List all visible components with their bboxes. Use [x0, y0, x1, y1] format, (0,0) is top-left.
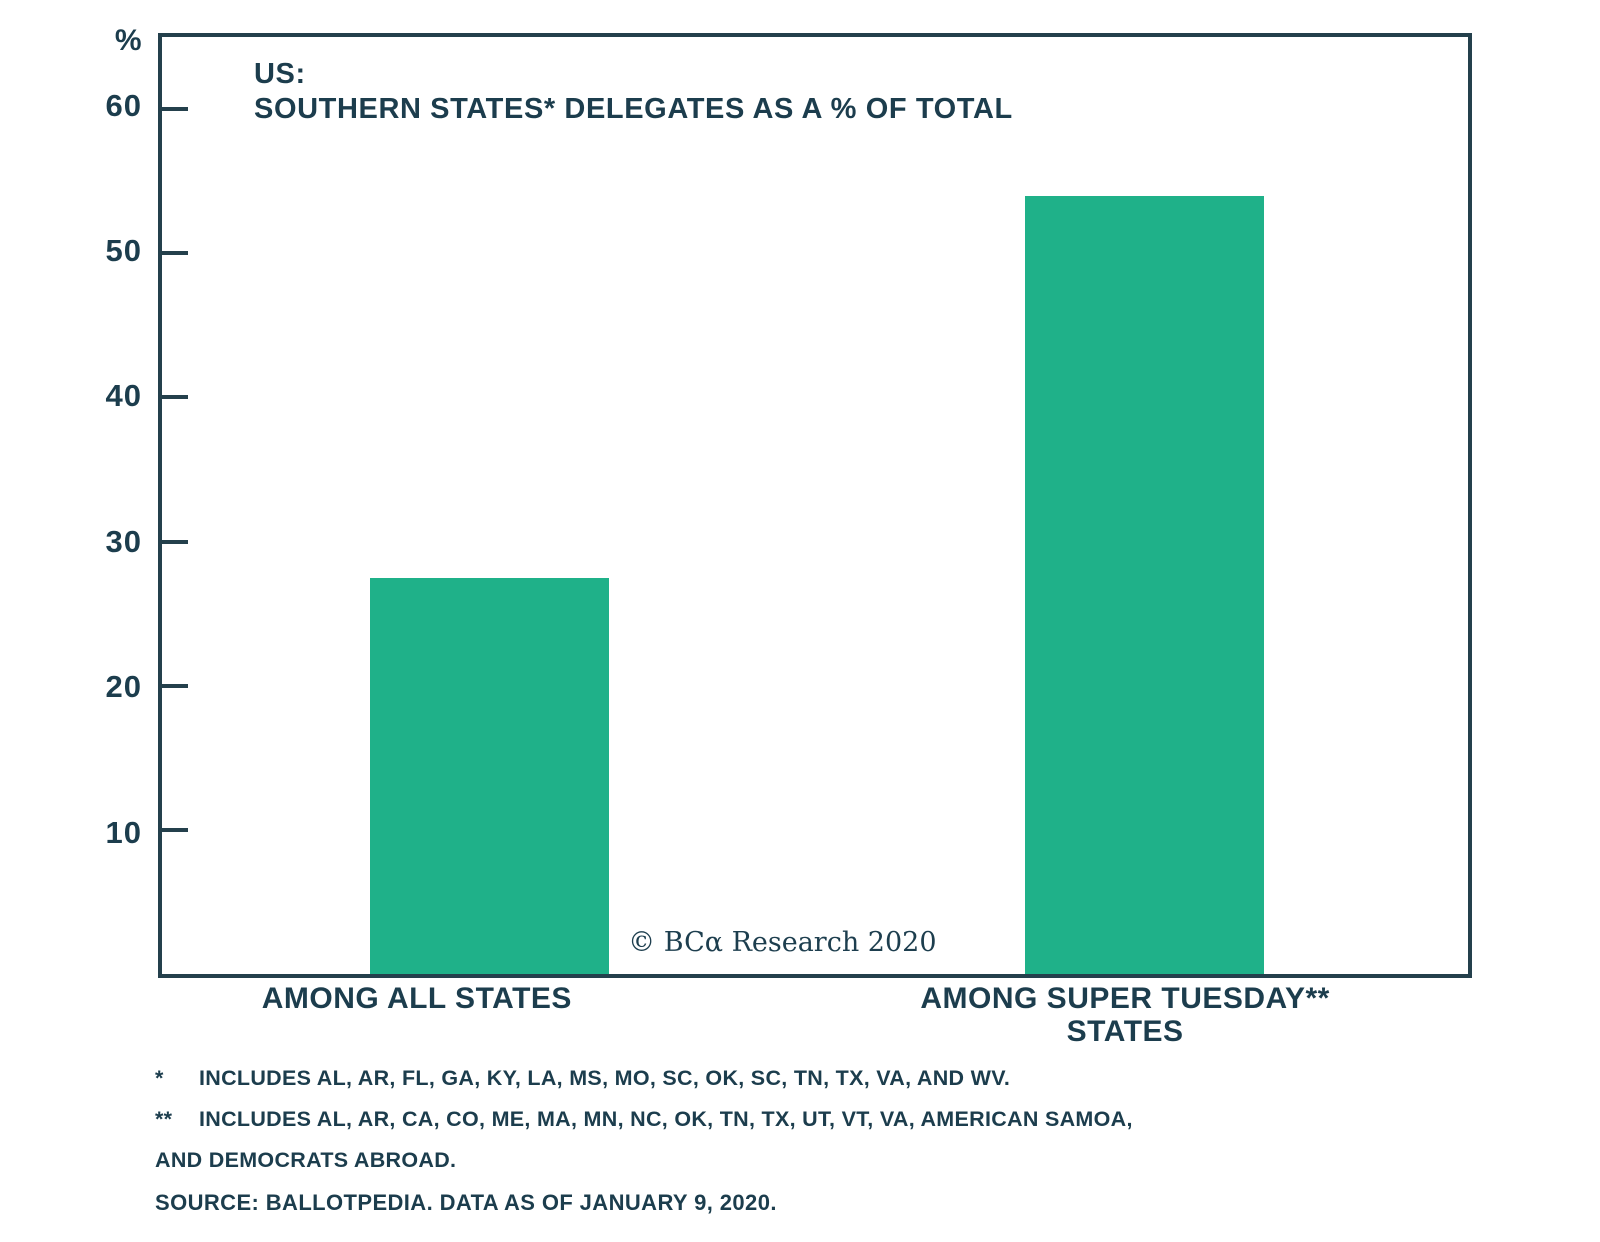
y-tick-label-10: 10: [105, 814, 142, 850]
footnote-3: AND DEMOCRATS ABROAD.: [155, 1146, 1495, 1174]
y-tick-label-50: 50: [105, 233, 142, 269]
y-tick-label-30: 30: [105, 523, 142, 559]
y-tick-mark-50: [162, 251, 188, 256]
footnote-2-text: INCLUDES AL, AR, CA, CO, ME, MA, MN, NC,…: [199, 1107, 1133, 1131]
chart-title-line1: US:: [254, 58, 306, 90]
footnote-2-marker: **: [155, 1107, 173, 1131]
x-axis-label-2: AMONG SUPER TUESDAY** STATES: [920, 982, 1329, 1048]
y-tick-mark-30: [162, 539, 188, 544]
plot-area: US: SOUTHERN STATES* DELEGATES AS A % OF…: [158, 33, 1472, 978]
watermark: © BCα Research 2020: [628, 927, 937, 958]
y-tick-label-40: 40: [105, 378, 142, 414]
x-axis-label-1: AMONG ALL STATES: [262, 982, 572, 1015]
footnote-1-marker: *: [155, 1066, 164, 1090]
bar-2: [1024, 195, 1264, 974]
y-tick-label-20: 20: [105, 669, 142, 705]
chart-title-line2: SOUTHERN STATES* DELEGATES AS A % OF TOT…: [254, 93, 1013, 125]
y-tick-mark-20: [162, 683, 188, 688]
y-axis-unit-label: %: [114, 24, 142, 57]
y-tick-mark-40: [162, 395, 188, 400]
chart-title: US: SOUTHERN STATES* DELEGATES AS A % OF…: [254, 57, 1013, 127]
footnote-1: * INCLUDES AL, AR, FL, GA, KY, LA, MS, MO…: [155, 1064, 1495, 1092]
y-axis-tick-labels: 10 20 30 40 50 60: [0, 33, 142, 978]
footnotes: * INCLUDES AL, AR, FL, GA, KY, LA, MS, MO…: [155, 1064, 1495, 1187]
source-line: SOURCE: BALLOTPEDIA. DATA AS OF JANUARY …: [155, 1190, 777, 1215]
footnote-1-text: INCLUDES AL, AR, FL, GA, KY, LA, MS, MO,…: [199, 1066, 1011, 1090]
bar-1: [370, 577, 610, 974]
y-tick-mark-60: [162, 107, 188, 112]
y-tick-label-60: 60: [105, 87, 142, 123]
x-axis-label-2-line2: STATES: [1066, 1015, 1184, 1048]
x-axis-label-2-line1: AMONG SUPER TUESDAY**: [920, 982, 1330, 1015]
y-tick-mark-10: [162, 827, 188, 832]
footnote-2: ** INCLUDES AL, AR, CA, CO, ME, MA, MN, N…: [155, 1105, 1495, 1133]
footnote-3-text: AND DEMOCRATS ABROAD.: [155, 1148, 457, 1172]
x-axis-label-1-line1: AMONG ALL STATES: [261, 982, 572, 1015]
x-axis-labels: AMONG ALL STATES AMONG SUPER TUESDAY** STA…: [158, 982, 1472, 1057]
